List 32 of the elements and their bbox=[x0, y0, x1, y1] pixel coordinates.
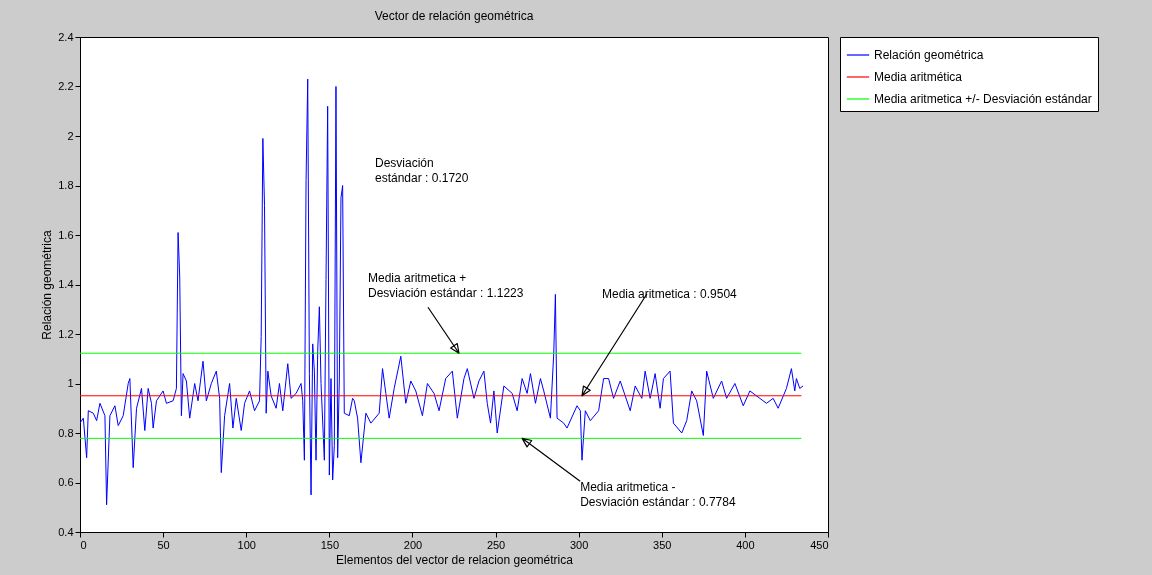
x-tick-label: 450 bbox=[810, 538, 829, 551]
y-tick-label: 2 bbox=[67, 129, 74, 142]
x-tick-label: 300 bbox=[569, 538, 589, 551]
legend-label: Media aritmética bbox=[874, 70, 963, 84]
y-tick-label: 1 bbox=[67, 377, 74, 389]
x-tick-label: 0 bbox=[80, 538, 87, 551]
y-axis-title: Relación geométrica bbox=[40, 229, 55, 340]
y-tick-label: 1.2 bbox=[58, 327, 74, 340]
y-tick-label: 2.4 bbox=[58, 30, 74, 43]
x-tick-label: 50 bbox=[157, 538, 170, 551]
annotation: Desviación estándar : 0.1720 bbox=[375, 156, 469, 185]
y-tick-label: 2.2 bbox=[58, 80, 74, 92]
annotation: Media aritmetica : 0.9504 bbox=[601, 286, 738, 301]
annotation: Media aritmetica + Desviación estándar : 1.1223 bbox=[367, 271, 524, 301]
legend-label: Relación geométrica bbox=[874, 48, 984, 62]
annotation: Media aritmetica - Desviación estándar : 0.7784 bbox=[580, 480, 736, 510]
x-tick-label: 400 bbox=[736, 538, 755, 551]
x-tick-label: 150 bbox=[320, 538, 340, 551]
y-tick-label: 0.4 bbox=[58, 525, 74, 538]
x-tick-label: 250 bbox=[486, 538, 506, 551]
y-tick-label: 1.4 bbox=[58, 278, 74, 290]
x-tick-label: 350 bbox=[653, 538, 672, 551]
y-tick-label: 0.8 bbox=[58, 426, 74, 439]
x-axis-title: Elementos del vector de relacion geométrica bbox=[336, 552, 574, 567]
legend-label: Media aritmetica +/- Desviación estándar bbox=[874, 92, 1092, 106]
y-tick-label: 1.6 bbox=[58, 228, 74, 241]
x-tick-label: 100 bbox=[237, 538, 256, 551]
x-tick-label: 200 bbox=[403, 538, 423, 551]
chart-title: Vector de relación geométrica bbox=[374, 9, 534, 23]
line-series bbox=[80, 78, 804, 506]
y-tick-label: 0.6 bbox=[58, 476, 74, 488]
y-tick-label: 1.8 bbox=[58, 179, 74, 191]
